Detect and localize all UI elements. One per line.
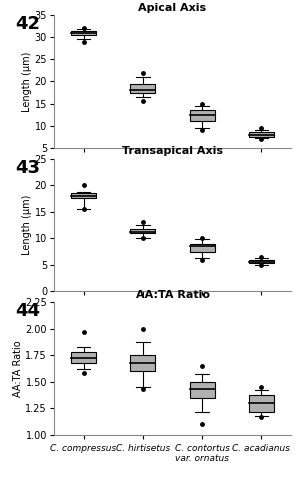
Bar — [190, 244, 214, 252]
Bar — [71, 352, 96, 362]
Bar — [190, 382, 214, 398]
Bar — [71, 30, 96, 35]
Bar — [249, 260, 274, 264]
Bar — [249, 394, 274, 411]
Y-axis label: Length (μm): Length (μm) — [22, 52, 32, 112]
Bar — [130, 84, 155, 92]
Text: 44: 44 — [15, 302, 40, 320]
Bar — [190, 110, 214, 122]
Text: 42: 42 — [15, 15, 40, 33]
Text: 43: 43 — [15, 158, 40, 176]
Bar — [249, 132, 274, 137]
Title: Transapical Axis: Transapical Axis — [122, 146, 223, 156]
Y-axis label: Length (μm): Length (μm) — [22, 195, 32, 255]
Y-axis label: AA:TA Ratio: AA:TA Ratio — [13, 340, 22, 397]
Bar — [130, 228, 155, 233]
Bar — [71, 193, 96, 198]
Title: AA:TA Ratio: AA:TA Ratio — [136, 290, 209, 300]
Title: Apical Axis: Apical Axis — [138, 3, 207, 13]
Bar — [130, 356, 155, 371]
